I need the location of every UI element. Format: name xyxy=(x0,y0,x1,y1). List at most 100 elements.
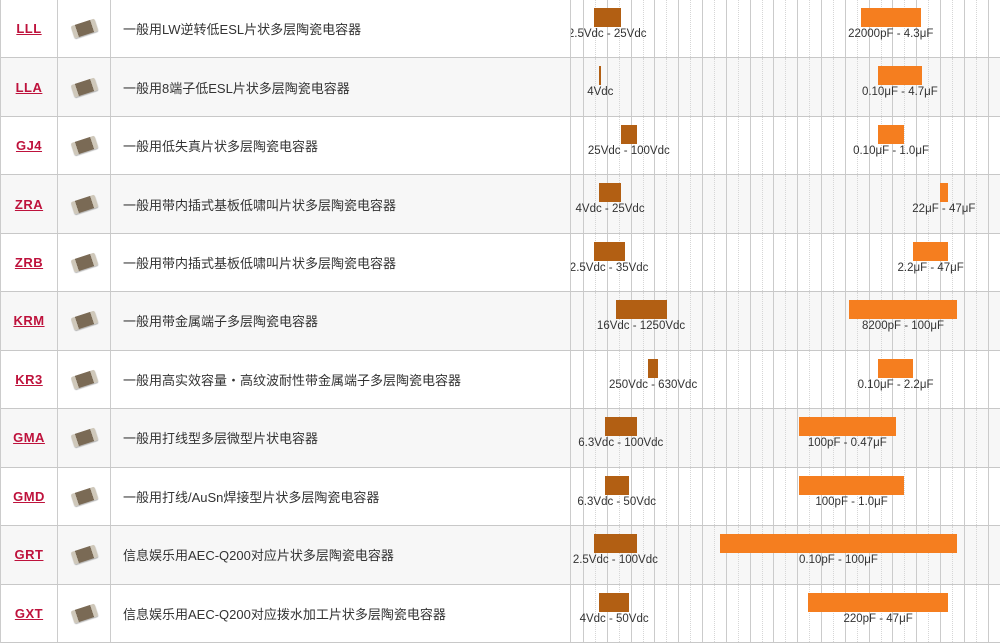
capacitance-range-label: 22μF - 47μF xyxy=(912,203,976,216)
capacitance-range-label: 100pF - 1.0μF xyxy=(815,495,888,508)
capacitance-range-label: 0.10μF - 4.7μF xyxy=(861,86,938,99)
chart-gridlines xyxy=(571,292,1000,350)
chart-gridlines xyxy=(571,409,1000,467)
voltage-range-label: 4Vdc - 50Vdc xyxy=(579,612,649,625)
capacitor-photo xyxy=(70,486,98,507)
capacitor-photo xyxy=(70,135,98,156)
chart-gridlines xyxy=(571,116,1000,175)
capacitor-photo xyxy=(70,603,98,624)
capacitor-photo xyxy=(70,369,98,390)
voltage-range-bar: 4Vdc - 25Vdc xyxy=(576,183,645,215)
capacitance-range-bar: 0.10μF - 1.0μF xyxy=(853,124,929,157)
voltage-range-bar: 2.5Vdc - 25Vdc xyxy=(571,8,647,40)
voltage-range-label: 6.3Vdc - 100Vdc xyxy=(578,437,664,450)
range-chart: 2.5Vdc - 35Vdc 2.2μF - 47μF xyxy=(571,233,1000,292)
voltage-range-bar: 16Vdc - 1250Vdc xyxy=(597,300,685,332)
chart-gridlines xyxy=(571,526,1000,584)
voltage-range-label: 6.3Vdc - 50Vdc xyxy=(577,495,657,508)
chart-gridlines xyxy=(571,584,1000,642)
voltage-range-bar: 25Vdc - 100Vdc xyxy=(588,124,670,157)
capacitance-range-bar: 22000pF - 4.3μF xyxy=(848,8,933,40)
series-link[interactable]: GRT xyxy=(14,547,44,563)
table-row: GMD 一般用打线/AuSn焊接型片状多层陶瓷电容器 6.3Vdc - 50Vd… xyxy=(1,467,1000,527)
range-chart: 4Vdc - 50Vdc 220pF - 47μF xyxy=(571,584,1000,642)
range-chart: 6.3Vdc - 100Vdc 100pF - 0.47μF xyxy=(571,409,1000,467)
capacitance-range-bar: 8200pF - 100μF xyxy=(849,300,957,332)
capacitor-photo xyxy=(70,310,98,332)
capacitance-range-label: 8200pF - 100μF xyxy=(862,320,945,333)
chart-gridlines xyxy=(571,0,1000,58)
voltage-range-bar: 4Vdc - 50Vdc xyxy=(580,592,649,625)
product-description: 一般用打线型多层微型片状电容器 xyxy=(123,431,319,447)
range-chart: 250Vdc - 630Vdc 0.10μF - 2.2μF xyxy=(571,350,1000,409)
voltage-range-bar: 2.5Vdc - 35Vdc xyxy=(571,241,648,274)
range-chart: 4Vdc 0.10μF - 4.7μF xyxy=(571,58,1000,116)
capacitance-range-label: 100pF - 0.47μF xyxy=(807,437,887,450)
series-link[interactable]: ZRB xyxy=(14,255,44,271)
voltage-range-label: 2.5Vdc - 25Vdc xyxy=(571,28,647,40)
capacitance-range-bar: 2.2μF - 47μF xyxy=(898,241,964,274)
table-row: LLA 一般用8端子低ESL片状多层陶瓷电容器 4Vdc 0.10μF - 4.… xyxy=(1,58,1000,117)
product-description: 信息娱乐用AEC-Q200对应拨水加工片状多层陶瓷电容器 xyxy=(123,606,446,622)
range-chart: 25Vdc - 100Vdc 0.10μF - 1.0μF xyxy=(571,116,1000,175)
range-chart: 6.3Vdc - 50Vdc 100pF - 1.0μF xyxy=(571,467,1000,526)
series-link[interactable]: KRM xyxy=(13,313,45,329)
series-link[interactable]: KR3 xyxy=(15,371,43,387)
product-description: 信息娱乐用AEC-Q200对应片状多层陶瓷电容器 xyxy=(123,548,394,564)
voltage-range-label: 16Vdc - 1250Vdc xyxy=(596,320,686,333)
capacitance-range-bar: 22μF - 47μF xyxy=(912,183,975,215)
series-link[interactable]: GMD xyxy=(13,488,45,504)
voltage-range-label: 4Vdc xyxy=(587,86,614,99)
table-row: GXT 信息娱乐用AEC-Q200对应拨水加工片状多层陶瓷电容器 4Vdc - … xyxy=(1,584,1000,643)
range-chart: 16Vdc - 1250Vdc 8200pF - 100μF xyxy=(571,292,1000,350)
chart-gridlines xyxy=(571,233,1000,292)
series-link[interactable]: GJ4 xyxy=(15,138,43,154)
chart-gridlines xyxy=(571,175,1000,233)
capacitance-range-bar: 100pF - 0.47μF xyxy=(799,417,896,449)
capacitance-range-bar: 0.10pF - 100μF xyxy=(720,534,957,566)
table-row: GMA 一般用打线型多层微型片状电容器 6.3Vdc - 100Vdc 100p… xyxy=(1,409,1000,468)
capacitor-photo xyxy=(70,77,98,98)
capacitance-range-label: 0.10μF - 2.2μF xyxy=(857,378,934,391)
chart-gridlines xyxy=(571,350,1000,409)
series-link[interactable]: GMA xyxy=(13,430,45,446)
range-chart: 2.5Vdc - 100Vdc 0.10pF - 100μF xyxy=(571,526,1000,584)
voltage-range-bar: 2.5Vdc - 100Vdc xyxy=(573,534,658,566)
voltage-range-bar: 6.3Vdc - 100Vdc xyxy=(578,417,663,449)
capacitor-photo xyxy=(70,252,98,273)
series-link[interactable]: ZRA xyxy=(14,196,44,212)
voltage-range-bar: 4Vdc xyxy=(587,66,613,98)
capacitor-photo xyxy=(70,427,98,448)
series-link[interactable]: LLL xyxy=(16,21,42,37)
capacitor-photo xyxy=(70,194,98,215)
capacitance-range-label: 2.2μF - 47μF xyxy=(897,261,964,274)
voltage-range-bar: 6.3Vdc - 50Vdc xyxy=(577,475,656,508)
voltage-range-label: 2.5Vdc - 35Vdc xyxy=(571,261,649,274)
range-chart: 4Vdc - 25Vdc 22μF - 47μF xyxy=(571,175,1000,233)
voltage-range-label: 25Vdc - 100Vdc xyxy=(587,144,670,157)
product-description: 一般用打线/AuSn焊接型片状多层陶瓷电容器 xyxy=(123,489,380,505)
voltage-range-bar: 250Vdc - 630Vdc xyxy=(609,358,697,391)
capacitance-range-bar: 220pF - 47μF xyxy=(808,592,949,625)
product-description: 一般用带金属端子多层陶瓷电容器 xyxy=(123,314,319,330)
voltage-range-label: 4Vdc - 25Vdc xyxy=(575,203,645,216)
capacitance-range-label: 0.10μF - 1.0μF xyxy=(853,144,929,157)
product-description: 一般用LW逆转低ESL片状多层陶瓷电容器 xyxy=(123,22,362,38)
capacitance-range-label: 220pF - 47μF xyxy=(843,612,913,625)
series-link[interactable]: LLA xyxy=(15,79,43,95)
table-row: KRM 一般用带金属端子多层陶瓷电容器 16Vdc - 1250Vdc 8200… xyxy=(1,292,1000,351)
capacitance-range-bar: 100pF - 1.0μF xyxy=(799,475,905,508)
capacitance-range-bar: 0.10μF - 2.2μF xyxy=(858,358,933,391)
table-row: ZRA 一般用带内插式基板低啸叫片状多层陶瓷电容器 4Vdc - 25Vdc 2… xyxy=(1,175,1000,234)
range-chart: 2.5Vdc - 25Vdc 22000pF - 4.3μF xyxy=(571,0,1000,58)
voltage-range-label: 250Vdc - 630Vdc xyxy=(608,378,698,391)
capacitor-photo xyxy=(70,18,98,39)
capacitance-range-label: 22000pF - 4.3μF xyxy=(848,28,934,40)
capacitance-range-bar: 0.10μF - 4.7μF xyxy=(862,66,938,98)
table-row: KR3 一般用高实效容量・高纹波耐性带金属端子多层陶瓷电容器 250Vdc - … xyxy=(1,350,1000,410)
series-link[interactable]: GXT xyxy=(14,605,44,621)
product-description: 一般用高实效容量・高纹波耐性带金属端子多层陶瓷电容器 xyxy=(123,372,462,388)
voltage-range-label: 2.5Vdc - 100Vdc xyxy=(572,554,658,567)
chart-gridlines xyxy=(571,467,1000,526)
